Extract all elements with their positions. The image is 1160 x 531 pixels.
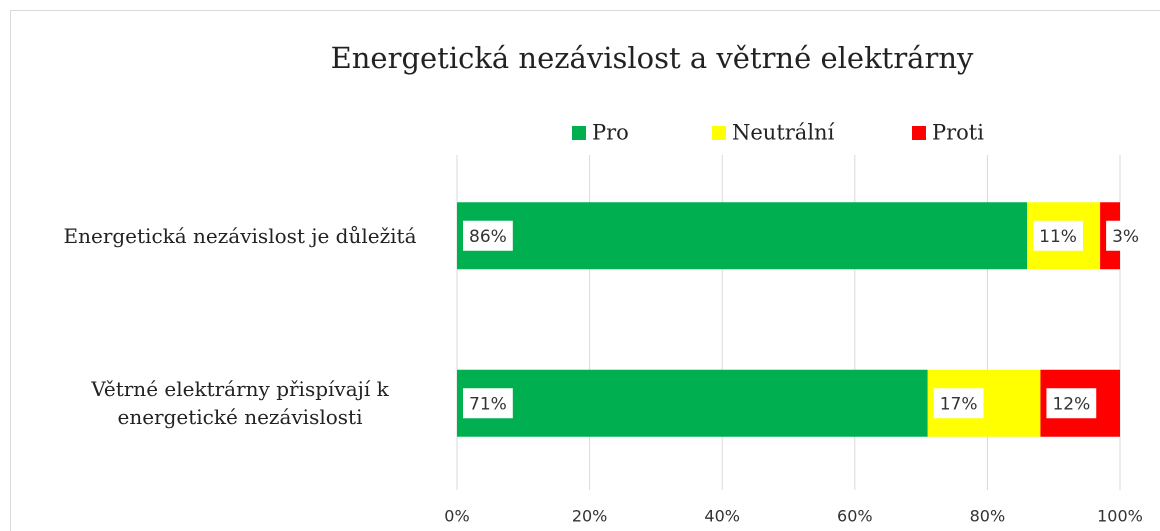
x-tick-label: 80% (970, 507, 1006, 526)
bar-segment (457, 369, 928, 437)
x-tick-label: 0% (444, 507, 469, 526)
chart-title: Energetická nezávislost a větrné elektrá… (331, 41, 974, 75)
data-label-box (1033, 220, 1083, 251)
data-label-box (1106, 220, 1146, 251)
y-tick-label: Energetická nezávislost je důležitá (63, 223, 417, 248)
chart-border (10, 10, 1160, 531)
y-tick-label: Větrné elektrárny přispívají k energetic… (91, 377, 389, 430)
data-label-box (933, 388, 984, 419)
legend-label: Neutrální (732, 121, 835, 145)
x-tick-label: 100% (1097, 507, 1143, 526)
data-label: 17% (940, 394, 978, 414)
bar-segment (457, 202, 1028, 270)
x-tick-label: 40% (704, 507, 740, 526)
data-label: 71% (469, 394, 507, 414)
data-label: 12% (1052, 394, 1090, 414)
legend-label: Proti (932, 121, 984, 145)
x-tick-label: 20% (572, 507, 608, 526)
data-label: 11% (1039, 227, 1077, 247)
x-tick-label: 60% (837, 507, 873, 526)
legend-swatch (712, 126, 726, 140)
legend-swatch (572, 126, 586, 140)
data-label-box (463, 388, 513, 419)
data-label: 3% (1112, 227, 1139, 247)
legend-label: Pro (592, 121, 629, 145)
legend-swatch (912, 126, 926, 140)
data-label: 86% (469, 227, 507, 247)
data-label-box (1046, 388, 1097, 419)
data-label-box (463, 220, 513, 251)
